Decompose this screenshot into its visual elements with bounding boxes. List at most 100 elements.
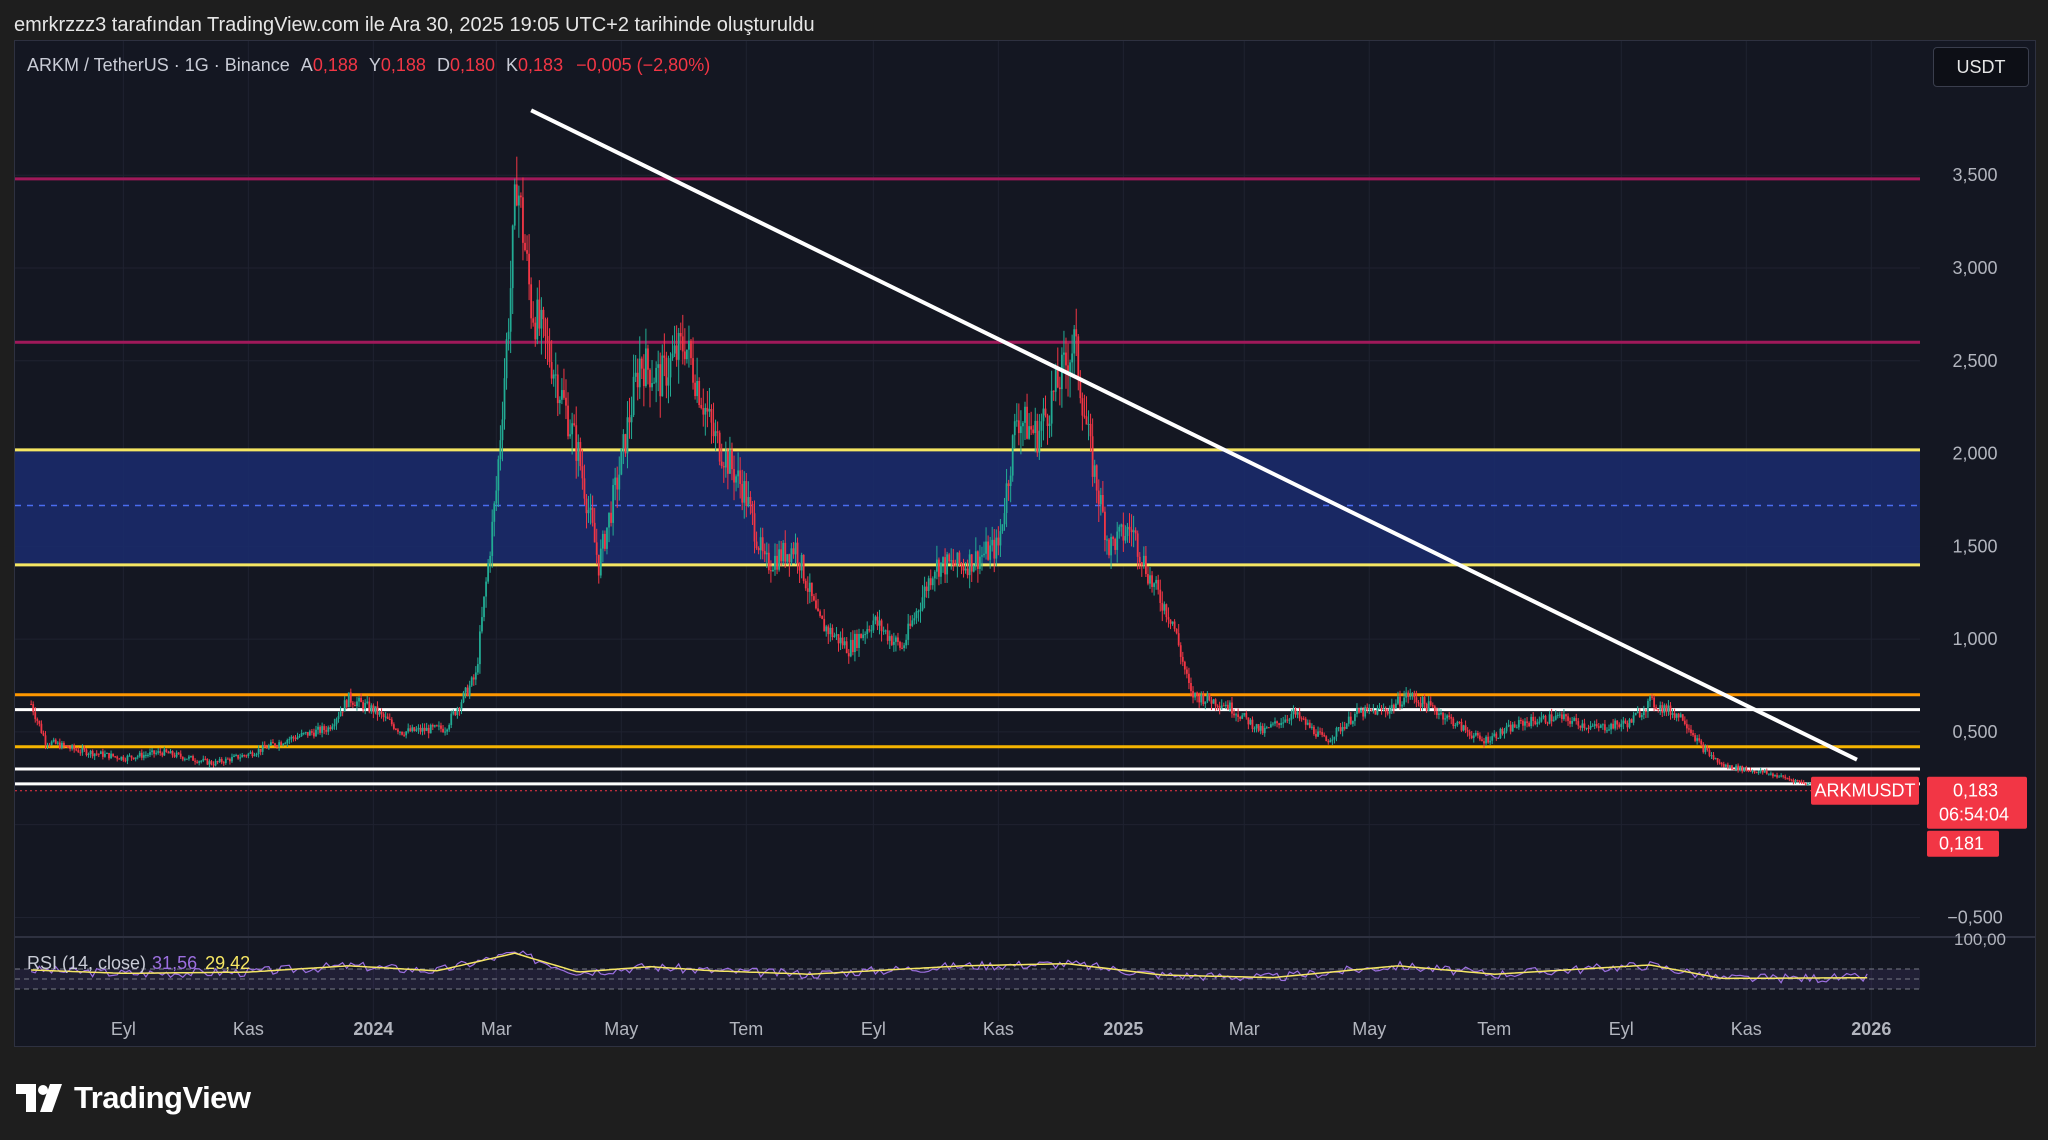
- candle-body: [438, 725, 440, 727]
- candle-body: [1604, 724, 1606, 731]
- chart-panel[interactable]: 3,500 3,000 2,500 2,000 1,500 1,000 0,500 −0,50…: [14, 40, 2036, 1047]
- candle-body: [1077, 336, 1080, 381]
- candle-body: [1626, 723, 1629, 728]
- high-value: 0,188: [380, 55, 426, 75]
- candle-body: [683, 351, 686, 360]
- candle-body: [890, 636, 893, 645]
- candle-body: [255, 753, 258, 756]
- candle-body: [632, 376, 635, 415]
- candle-body: [845, 641, 848, 654]
- candle-body: [1616, 720, 1619, 725]
- candle-body: [397, 729, 399, 732]
- candle-body: [442, 728, 444, 733]
- candle-body: [1534, 720, 1537, 725]
- candle-body: [1647, 700, 1649, 712]
- candle-body: [253, 755, 256, 757]
- candle-body: [999, 531, 1002, 546]
- x-tick-label: Eyl: [1609, 1019, 1634, 1039]
- candle-body: [1722, 764, 1725, 767]
- candle-body: [1321, 732, 1324, 735]
- candle-body: [606, 527, 608, 549]
- candle-body: [411, 727, 414, 732]
- candle-body: [1075, 329, 1078, 337]
- candle-body: [538, 299, 541, 329]
- candle-body: [85, 749, 88, 756]
- candle-body: [241, 755, 244, 758]
- candle-body: [1376, 708, 1379, 715]
- candle-body: [1558, 714, 1561, 716]
- candle-body: [1356, 708, 1358, 714]
- candle-body: [1302, 718, 1305, 720]
- candle-body: [409, 728, 412, 732]
- candle-body: [95, 753, 98, 755]
- y-tick-label: 2,000: [1952, 444, 1997, 464]
- candle-body: [515, 184, 518, 206]
- candle-body: [1685, 724, 1688, 729]
- candle-body: [114, 756, 117, 758]
- candle-body: [528, 253, 530, 285]
- candle-body: [247, 753, 250, 756]
- candle-body: [1331, 739, 1334, 741]
- x-tick-label: May: [1352, 1019, 1386, 1039]
- candle-body: [755, 541, 758, 549]
- candle-body: [1034, 420, 1037, 434]
- candle-body: [1313, 726, 1315, 735]
- candle-body: [1317, 731, 1319, 737]
- candle-body: [354, 704, 356, 707]
- candle-body: [1509, 724, 1512, 732]
- candle-body: [657, 364, 660, 368]
- candle-body: [974, 551, 977, 566]
- candle-body: [1239, 716, 1242, 719]
- candle-body: [81, 747, 84, 753]
- rsi-legend: RSI (14, close) 31,56 29,42: [27, 953, 250, 974]
- y-tick-label: 1,000: [1952, 629, 1997, 649]
- candle-body: [1104, 511, 1106, 541]
- candle-body: [1063, 352, 1065, 355]
- candle-body: [960, 564, 963, 566]
- candle-body: [333, 724, 336, 727]
- candle-body: [1079, 380, 1082, 399]
- rsi-label[interactable]: RSI (14, close): [27, 953, 147, 973]
- candle-body: [673, 345, 676, 354]
- candle-body: [302, 732, 305, 734]
- last-price-tag[interactable]: [1927, 776, 2027, 829]
- candle-body: [849, 639, 852, 657]
- candle-body: [1212, 699, 1215, 704]
- candle-body: [1190, 682, 1192, 692]
- candle-body: [288, 739, 291, 741]
- candle-body: [1333, 736, 1336, 740]
- candle-body: [327, 727, 330, 732]
- candle-body: [1649, 696, 1651, 701]
- symbol-label[interactable]: ARKM / TetherUS · 1G · Binance: [27, 55, 290, 75]
- x-tick-label: Eyl: [111, 1019, 136, 1039]
- candle-body: [1017, 420, 1020, 434]
- candle-body: [306, 732, 309, 736]
- candle-body: [147, 754, 149, 756]
- low-price-tag[interactable]: [1927, 830, 1999, 857]
- candle-body: [1151, 575, 1153, 587]
- candle-body: [118, 758, 121, 760]
- candle-body: [624, 434, 627, 454]
- candle-body: [452, 711, 455, 714]
- candle-body: [372, 705, 375, 713]
- candle-body: [868, 629, 871, 631]
- candle-body: [1632, 715, 1635, 723]
- candle-body: [423, 727, 426, 731]
- candle-body: [1147, 574, 1149, 584]
- price-chart[interactable]: 3,500 3,000 2,500 2,000 1,500 1,000 0,500 −0,50…: [15, 41, 2035, 1046]
- candle-body: [626, 417, 629, 454]
- trend-line[interactable]: [530, 108, 1858, 762]
- candle-body: [1304, 718, 1307, 725]
- footer-brand[interactable]: TradingView: [16, 1078, 251, 1118]
- candle-body: [454, 711, 457, 715]
- candle-body: [1167, 617, 1170, 620]
- symbol-price-tag[interactable]: [1811, 776, 1919, 805]
- candle-body: [1741, 765, 1744, 772]
- candle-body: [60, 742, 63, 749]
- bar-countdown: 06:54:04: [1939, 805, 2009, 825]
- candle-body: [46, 744, 49, 746]
- candle-body: [1306, 722, 1309, 725]
- candle-body: [653, 382, 655, 384]
- currency-button[interactable]: USDT: [1933, 47, 2029, 87]
- candle-body: [491, 521, 494, 556]
